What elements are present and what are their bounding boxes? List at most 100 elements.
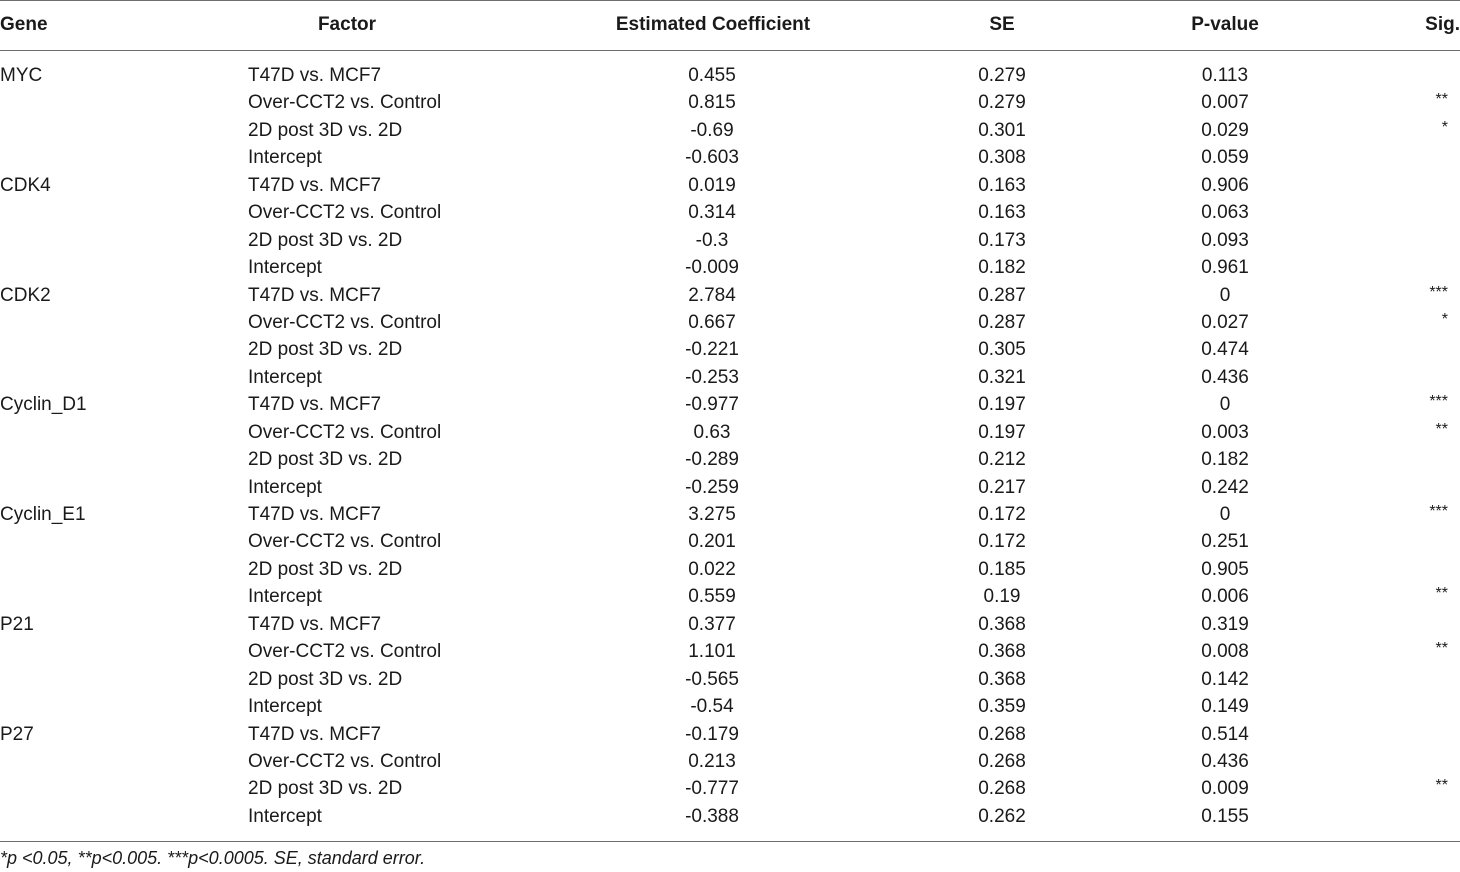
factor-cell: Intercept: [248, 805, 322, 827]
se-cell: 0.279: [978, 65, 1026, 86]
table-row: MYC T47D vs. MCF7 0.455 0.279 0.113: [0, 62, 1460, 89]
table-top-rule: [0, 0, 1460, 1]
table-row: Intercept -0.253 0.321 0.436: [0, 364, 1460, 391]
gene-cell: MYC: [0, 65, 43, 86]
factor-cell: T47D vs. MCF7: [248, 65, 382, 86]
p-value-cell: 0.436: [1201, 750, 1249, 772]
table-row: 2D post 3D vs. 2D -0.565 0.368 0.142: [0, 666, 1460, 693]
gene-cell: CDK2: [0, 284, 51, 306]
table-row: Over-CCT2 vs. Control 0.213 0.268 0.436: [0, 748, 1460, 775]
coefficient-cell: -0.69: [690, 119, 734, 141]
se-cell: 0.368: [978, 668, 1026, 690]
coefficient-cell: -0.54: [690, 696, 734, 718]
se-cell: 0.287: [978, 311, 1026, 333]
factor-cell: 2D post 3D vs. 2D: [248, 339, 403, 361]
coefficient-cell: 0.314: [688, 202, 736, 224]
se-cell: 0.308: [978, 147, 1026, 169]
table-row: Over-CCT2 vs. Control 0.667 0.287 0.027 *: [0, 309, 1460, 336]
coefficient-cell: 0.377: [688, 613, 736, 635]
se-cell: 0.173: [978, 229, 1026, 251]
coefficient-cell: 1.101: [688, 641, 736, 663]
se-cell: 0.197: [978, 421, 1026, 443]
p-value-cell: 0.319: [1201, 613, 1249, 635]
table-row: Over-CCT2 vs. Control 1.101 0.368 0.008 **: [0, 638, 1460, 665]
p-value-cell: 0.149: [1201, 696, 1249, 718]
header-gene: Gene: [0, 14, 48, 35]
coefficient-cell: -0.009: [685, 257, 739, 279]
se-cell: 0.287: [978, 284, 1026, 306]
table-row: Intercept -0.009 0.182 0.961: [0, 254, 1460, 281]
se-cell: 0.268: [978, 778, 1026, 800]
se-cell: 0.359: [978, 696, 1026, 718]
se-cell: 0.321: [978, 366, 1026, 388]
se-cell: 0.163: [978, 174, 1026, 196]
table-row: Over-CCT2 vs. Control 0.314 0.163 0.063: [0, 199, 1460, 226]
header-sig: Sig.: [1425, 14, 1460, 35]
table-row: 2D post 3D vs. 2D 0.022 0.185 0.905: [0, 556, 1460, 583]
p-value-cell: 0.436: [1201, 366, 1249, 388]
gene-cell: Cyclin_D1: [0, 394, 87, 416]
header-p-value: P-value: [1191, 14, 1259, 35]
sig-cell: **: [1435, 420, 1448, 438]
se-cell: 0.368: [978, 613, 1026, 635]
header-factor: Factor: [317, 14, 377, 35]
coefficient-cell: -0.253: [685, 366, 739, 388]
coefficient-cell: 0.559: [688, 586, 736, 608]
factor-cell: Over-CCT2 vs. Control: [248, 311, 442, 333]
sig-cell: ***: [1429, 503, 1448, 520]
coefficient-cell: -0.221: [685, 339, 739, 361]
sig-cell: **: [1435, 640, 1448, 658]
coefficient-cell: 0.213: [688, 750, 736, 772]
p-value-cell: 0.905: [1201, 558, 1249, 580]
factor-cell: T47D vs. MCF7: [248, 613, 382, 635]
p-value-cell: 0.142: [1201, 668, 1249, 690]
factor-cell: Intercept: [248, 476, 322, 498]
table-row: 2D post 3D vs. 2D -0.221 0.305 0.474: [0, 336, 1460, 363]
coefficient-cell: -0.259: [685, 476, 739, 498]
p-value-cell: 0.093: [1201, 229, 1249, 251]
se-cell: 0.172: [978, 504, 1026, 525]
table-row: Intercept -0.603 0.308 0.059: [0, 144, 1460, 171]
coefficient-cell: -0.777: [685, 778, 739, 800]
table-row: Intercept -0.259 0.217 0.242: [0, 474, 1460, 501]
p-value-cell: 0.006: [1201, 586, 1249, 608]
gene-cell: P21: [0, 613, 34, 635]
coefficient-cell: -0.977: [685, 394, 739, 416]
table-bottom-rule: [0, 841, 1460, 842]
se-cell: 0.279: [978, 92, 1026, 114]
coefficient-cell: 2.784: [688, 284, 736, 306]
p-value-cell: 0.251: [1201, 531, 1249, 553]
table-row: Intercept 0.559 0.19 0.006 **: [0, 583, 1460, 610]
coefficient-cell: 0.815: [688, 92, 736, 114]
p-value-cell: 0.059: [1201, 147, 1249, 169]
sig-cell: *: [1441, 310, 1448, 328]
factor-cell: 2D post 3D vs. 2D: [248, 558, 403, 580]
p-value-cell: 0.009: [1201, 778, 1249, 800]
se-cell: 0.262: [978, 805, 1026, 827]
p-value-cell: 0.007: [1201, 92, 1249, 114]
table-row: Intercept -0.388 0.262 0.155: [0, 803, 1460, 830]
coefficient-cell: -0.388: [685, 805, 739, 827]
table-row: Cyclin_D1 T47D vs. MCF7 -0.977 0.197 0 ***: [0, 391, 1460, 418]
se-cell: 0.197: [978, 394, 1026, 416]
factor-cell: T47D vs. MCF7: [248, 723, 382, 745]
se-cell: 0.268: [978, 723, 1026, 745]
factor-cell: Over-CCT2 vs. Control: [248, 421, 442, 443]
table-row: 2D post 3D vs. 2D -0.777 0.268 0.009 **: [0, 775, 1460, 802]
coefficient-cell: 0.022: [688, 558, 736, 580]
sig-cell: ***: [1429, 393, 1448, 411]
table-row: Over-CCT2 vs. Control 0.201 0.172 0.251: [0, 528, 1460, 555]
sig-cell: ***: [1429, 283, 1448, 301]
gene-cell: P27: [0, 723, 34, 745]
table-row: P27 T47D vs. MCF7 -0.179 0.268 0.514: [0, 721, 1460, 748]
coefficient-cell: 0.201: [688, 531, 736, 553]
gene-cell: CDK4: [0, 174, 51, 196]
table-row: CDK2 T47D vs. MCF7 2.784 0.287 0 ***: [0, 282, 1460, 309]
factor-cell: Intercept: [248, 366, 322, 388]
factor-cell: Over-CCT2 vs. Control: [248, 531, 442, 553]
sig-cell: **: [1435, 777, 1448, 795]
factor-cell: 2D post 3D vs. 2D: [248, 229, 403, 251]
p-value-cell: 0: [1219, 504, 1231, 525]
p-value-cell: 0.008: [1201, 641, 1249, 663]
se-cell: 0.217: [978, 476, 1026, 498]
